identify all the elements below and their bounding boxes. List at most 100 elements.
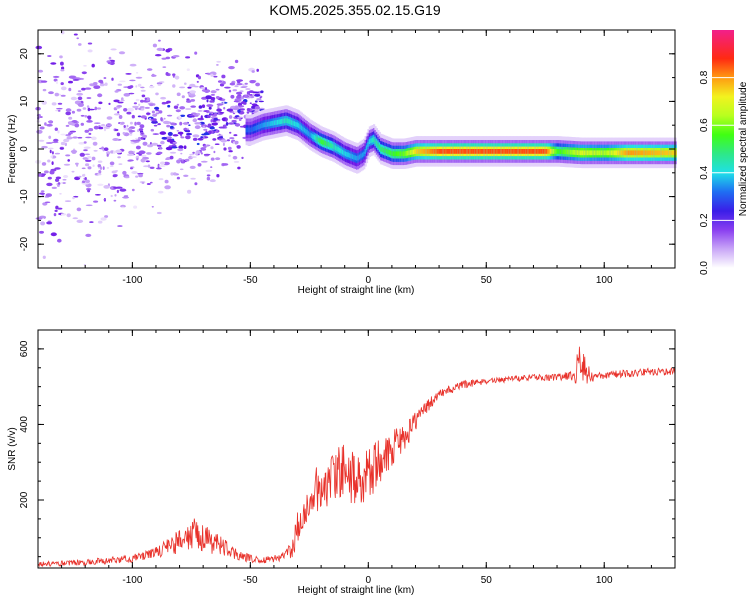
spectrogram-cell (165, 158, 170, 161)
snr-y-tick-label: 400 (19, 416, 30, 433)
spectrogram-cell (571, 149, 574, 155)
spectrogram-cell (229, 137, 235, 140)
spectrogram-cell (139, 124, 145, 129)
spectrogram-cell (225, 117, 228, 122)
spectrogram-cell (227, 146, 232, 150)
spectrogram-cell (92, 164, 95, 167)
spectrogram-cell (236, 83, 243, 86)
spectrogram-cell (176, 103, 180, 106)
spectrogram-cell (99, 83, 105, 87)
spectrogram-cell (146, 183, 151, 185)
spectrogram-cell (106, 151, 111, 155)
spectrogram-cell (76, 37, 79, 40)
spectrogram-cell (50, 62, 57, 65)
spectrogram-cell (131, 188, 135, 192)
spectrogram-cell (347, 152, 350, 158)
spectrogram-cell (233, 110, 238, 113)
spectrogram-cell (176, 130, 180, 132)
spectrogram-cell (228, 115, 233, 119)
spectrogram-cell (82, 107, 87, 110)
spectrogram-cell (480, 149, 483, 154)
spectrogram-cell (511, 149, 514, 154)
spectrogram-cell (54, 92, 59, 97)
spectrogram-cell (100, 81, 104, 84)
spectrogram-cell (44, 170, 49, 174)
spectrogram-cell (138, 173, 143, 178)
spectrogram-cell (408, 150, 411, 156)
spectrogram-cell (659, 150, 662, 156)
spectrogram-cell (381, 147, 384, 152)
spectrogram-cell (35, 217, 43, 220)
spectrogram-cell (65, 134, 69, 137)
spectrogram-cell (218, 126, 225, 129)
spectrogram-cell (244, 94, 248, 98)
spectrogram-cell (74, 123, 80, 128)
spectrogram-cell (141, 154, 147, 158)
spectrogram-cell (202, 125, 206, 128)
spectrogram-cell (172, 73, 176, 77)
spectrogram-cell (156, 151, 163, 155)
spectrogram-cell (136, 72, 139, 74)
spectrogram-x-tick-label: -100 (122, 275, 142, 286)
spectrogram-cell (273, 120, 277, 126)
spectrogram-cell (385, 148, 388, 154)
spectrogram-cell (98, 125, 101, 127)
spectrogram-cell (493, 149, 496, 154)
spectrogram-cell (552, 149, 555, 154)
snr-y-axis-title: SNR (v/v) (7, 427, 18, 470)
spectrogram-cell (106, 167, 110, 169)
spectrogram-cell (208, 111, 214, 114)
spectrogram-cell (54, 127, 58, 131)
spectrogram-cell (520, 149, 523, 154)
spectrogram-cell (232, 89, 238, 92)
spectrogram-y-tick-label: 10 (19, 95, 30, 107)
colorbar-ticks: 0.0 0.2 0.4 0.6 0.8 (699, 70, 734, 275)
spectrogram-cell (194, 122, 202, 125)
spectrogram-cell (233, 160, 240, 163)
spectrogram-cell (358, 154, 362, 160)
spectrogram-cell (228, 150, 233, 153)
spectrogram-cell (159, 146, 162, 150)
spectrogram-cell (41, 80, 48, 83)
spectrogram-cell (87, 107, 91, 112)
spectrogram-cell (155, 112, 160, 115)
spectrogram-cell (108, 102, 111, 105)
spectrogram-cell (144, 106, 150, 109)
snr-plot-area (38, 330, 675, 568)
spectrogram-cell (135, 137, 139, 141)
spectrogram-cell (664, 150, 667, 156)
spectrogram-cell (602, 150, 605, 156)
spectrogram-cell (245, 88, 251, 90)
snr-y-tick-label: 200 (19, 491, 30, 508)
spectrogram-cell (649, 150, 652, 156)
spectrogram-cell (47, 120, 53, 123)
spectrogram-cell (140, 99, 144, 103)
spectrogram-cell (78, 43, 82, 46)
spectrogram-cell (223, 147, 227, 151)
spectrogram-cell (554, 149, 557, 154)
spectrogram-cell (134, 121, 137, 126)
spectrogram-cell (194, 182, 198, 186)
spectrogram-cell (205, 95, 212, 100)
spectrogram-cell (172, 172, 177, 176)
spectrogram-cell (183, 174, 189, 177)
spectrogram-cell (497, 149, 500, 154)
spectrogram-cell (550, 149, 553, 154)
spectrogram-cell (167, 104, 171, 108)
spectrogram-cell (169, 125, 174, 129)
spectrogram-cell (42, 255, 46, 259)
spectrogram-cell (84, 87, 92, 90)
snr-x-tick-label: -50 (243, 575, 258, 586)
spectrogram-cell (586, 150, 589, 156)
spectrogram-cell (60, 133, 66, 136)
spectrogram-cell (337, 147, 340, 152)
spectrogram-cell (152, 133, 159, 135)
spectrogram-cell (101, 146, 104, 150)
spectrogram-cell (49, 170, 55, 175)
spectrogram-cell (453, 149, 456, 154)
spectrogram-cell (172, 134, 179, 137)
spectrogram-cell (119, 80, 126, 83)
spectrogram-cell (113, 99, 120, 103)
spectrogram-cell (251, 70, 255, 73)
